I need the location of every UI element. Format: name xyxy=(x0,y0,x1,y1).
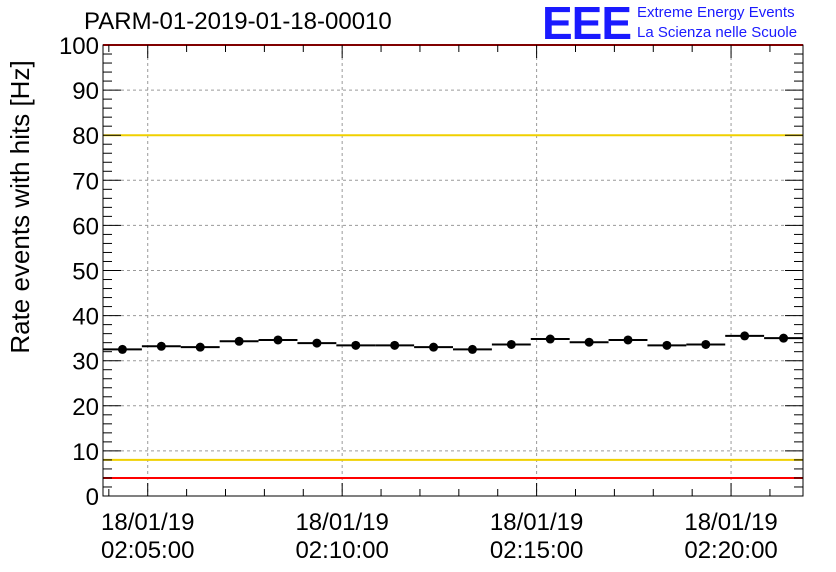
data-point xyxy=(662,340,672,350)
x-tick-date-label: 18/01/19 xyxy=(684,509,777,536)
y-tick-label: 90 xyxy=(72,78,99,105)
y-tick-label: 50 xyxy=(72,259,99,286)
data-point xyxy=(390,340,400,350)
grid-lines xyxy=(103,45,803,496)
y-tick-label: 30 xyxy=(72,349,99,376)
data-point xyxy=(584,337,594,347)
y-axis-label: Rate events with hits [Hz] xyxy=(5,60,35,353)
data-points xyxy=(103,331,803,354)
data-point xyxy=(467,344,477,354)
x-tick-date-label: 18/01/19 xyxy=(490,509,583,536)
data-point xyxy=(506,339,516,349)
y-tick-label: 10 xyxy=(72,439,99,466)
data-point xyxy=(779,333,789,343)
x-tick-date-label: 18/01/19 xyxy=(295,509,388,536)
data-point xyxy=(273,335,283,345)
logo-text-line-1: Extreme Energy Events xyxy=(637,4,795,21)
eee-logo: EEE xyxy=(542,0,632,49)
plot-frame xyxy=(102,44,804,497)
logo-text-line-2: La Scienza nelle Scuole xyxy=(637,24,798,41)
x-tick-time-label: 02:15:00 xyxy=(490,537,583,564)
data-point xyxy=(195,342,205,352)
x-tick-time-label: 02:20:00 xyxy=(684,537,777,564)
y-tick-label: 70 xyxy=(72,168,99,195)
data-point xyxy=(623,335,633,345)
x-tick-time-label: 02:05:00 xyxy=(101,537,194,564)
chart-title: PARM-01-2019-01-18-00010 xyxy=(84,8,392,35)
y-tick-label: 80 xyxy=(72,123,99,150)
data-point xyxy=(740,331,750,341)
data-point xyxy=(429,342,439,352)
data-point xyxy=(117,344,127,354)
y-tick-label: 0 xyxy=(86,484,99,511)
reference-lines xyxy=(103,44,803,479)
y-tick-label: 60 xyxy=(72,213,99,240)
axis-ticks xyxy=(103,44,803,497)
x-tick-time-label: 02:10:00 xyxy=(295,537,388,564)
tick-labels: 010203040506070809010018/01/1902:05:0018… xyxy=(59,33,778,564)
data-point xyxy=(701,339,711,349)
data-point xyxy=(351,340,361,350)
y-tick-label: 20 xyxy=(72,394,99,421)
data-point xyxy=(545,334,555,344)
data-point xyxy=(234,336,244,346)
data-point xyxy=(312,338,322,348)
x-tick-date-label: 18/01/19 xyxy=(101,509,194,536)
y-tick-label: 100 xyxy=(59,33,99,60)
data-point xyxy=(156,341,166,351)
y-tick-label: 40 xyxy=(72,304,99,331)
